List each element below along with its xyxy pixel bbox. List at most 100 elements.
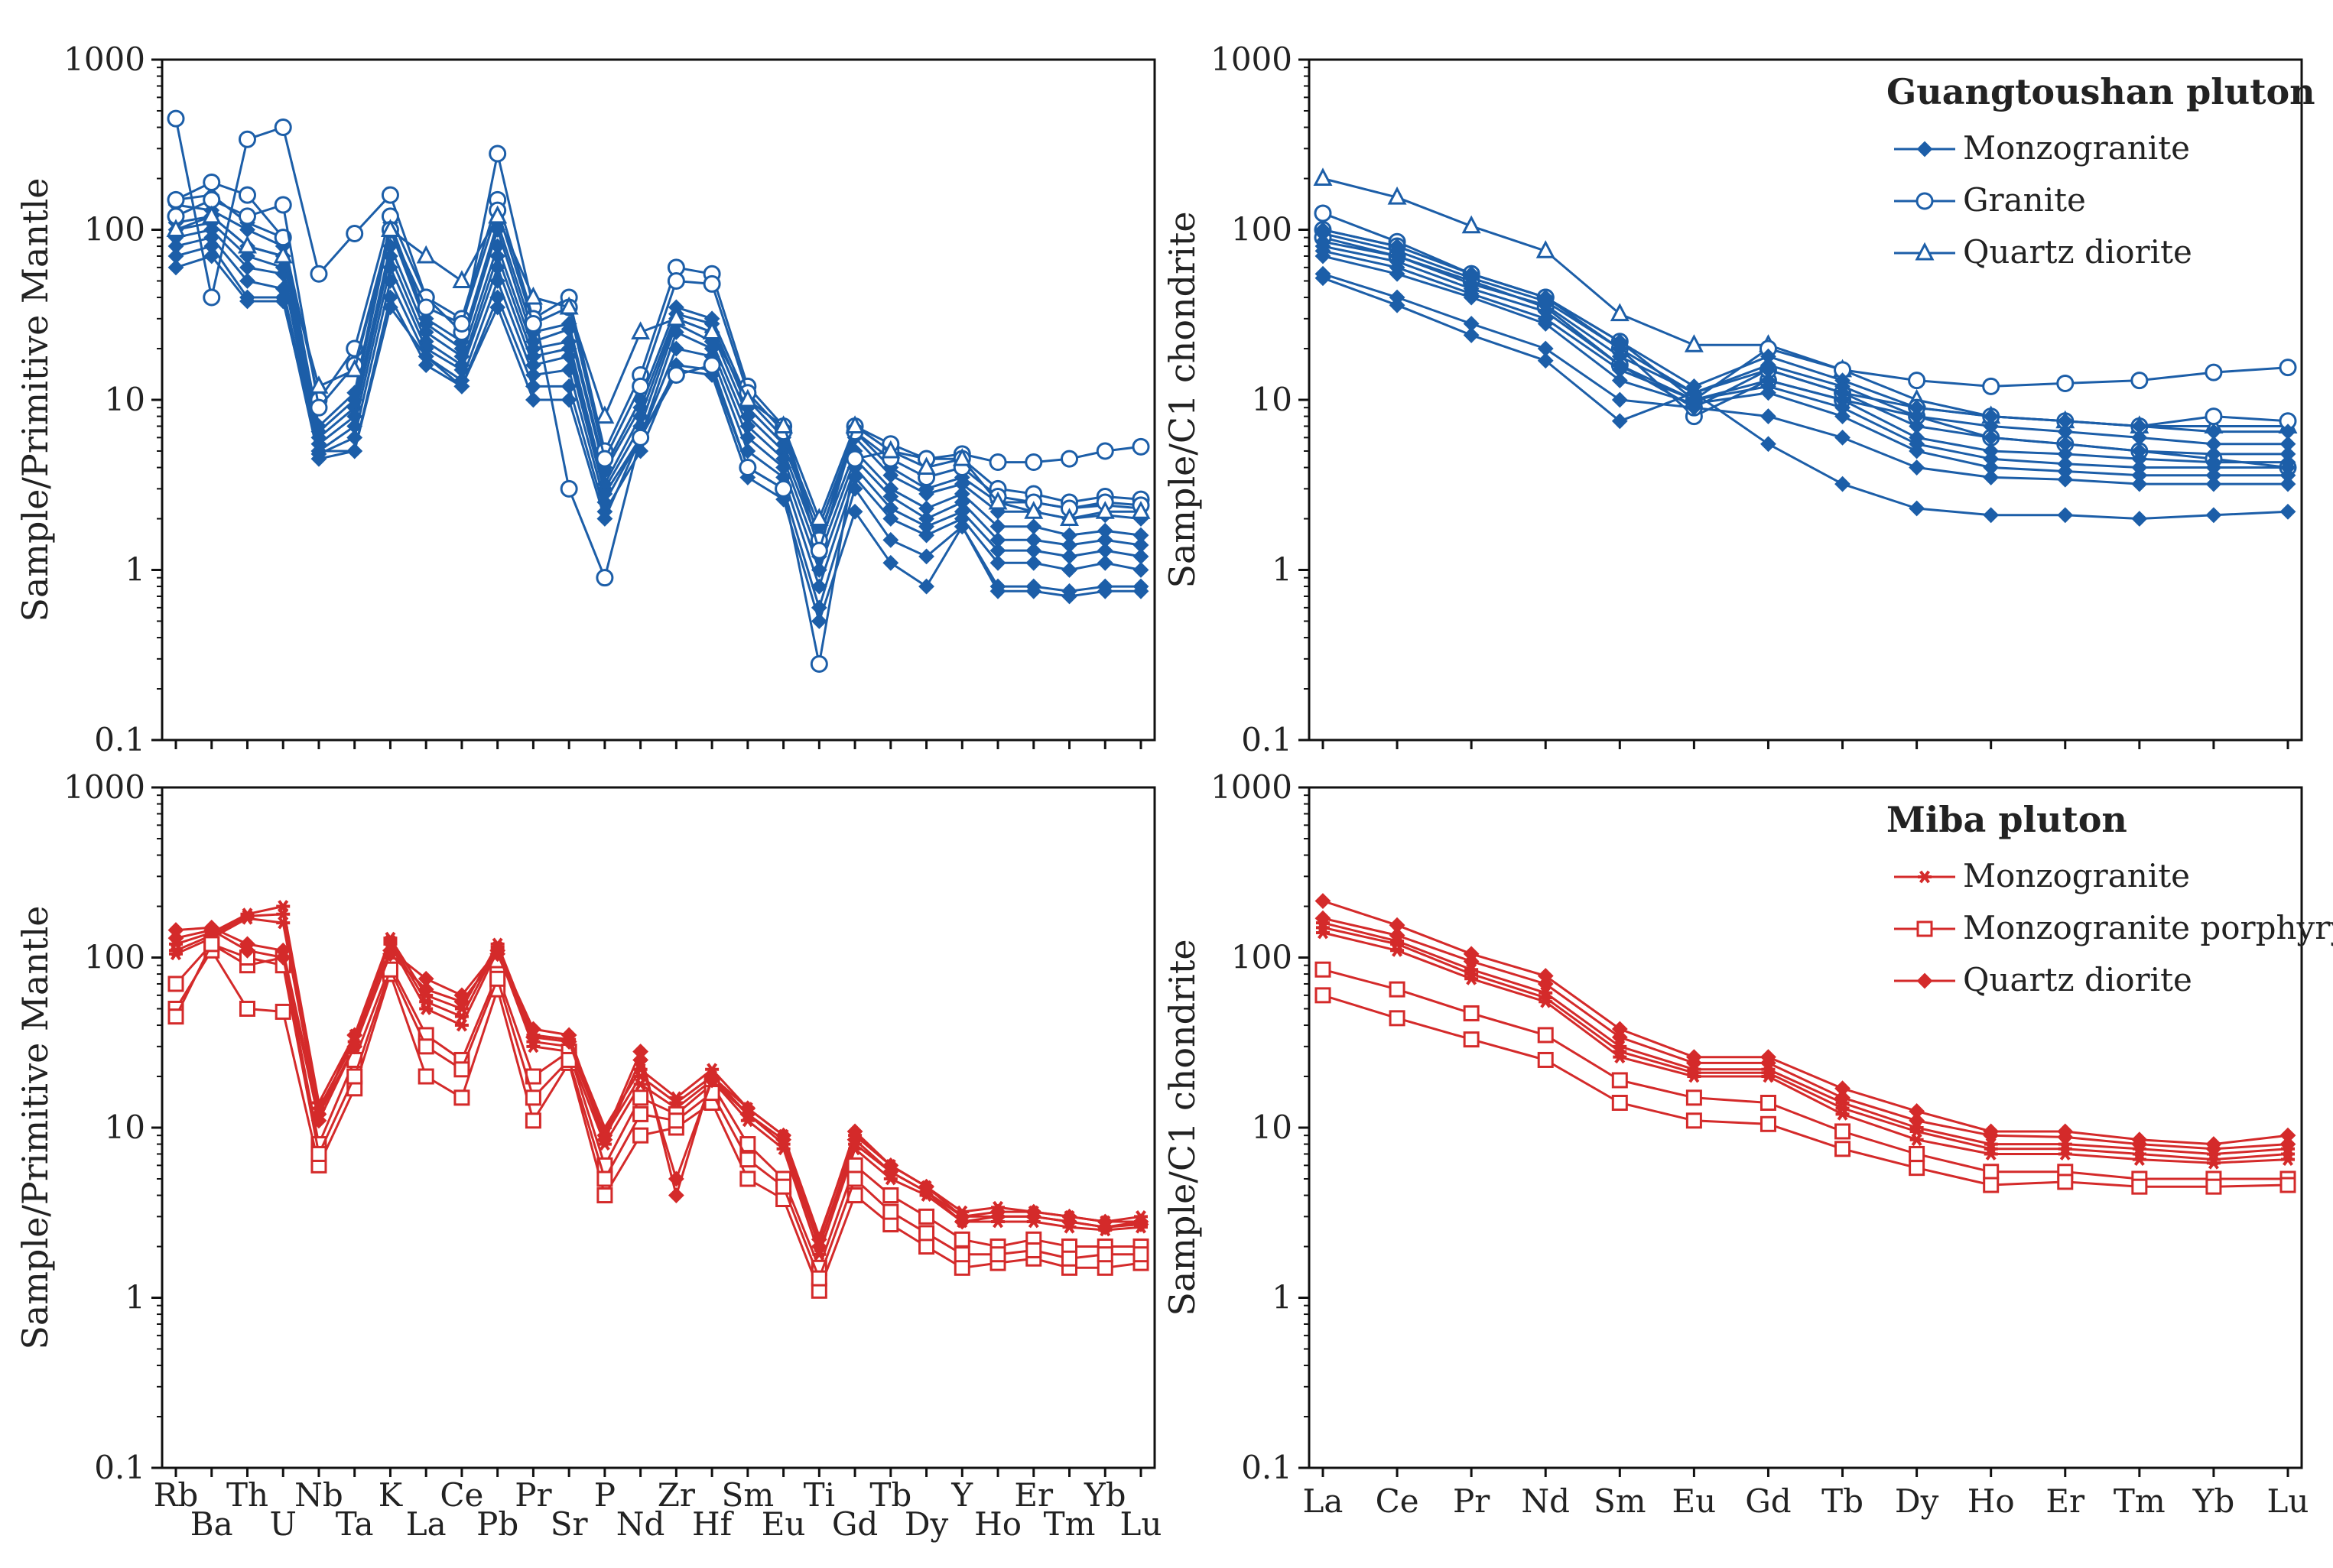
x-category-label: Ce [440, 1476, 483, 1514]
data-point [526, 1040, 541, 1053]
data-point [1684, 334, 1704, 352]
data-point [918, 1225, 935, 1242]
x-category-label: Nb [294, 1476, 343, 1514]
x-category-label: Sm [1594, 1482, 1646, 1520]
x-category-label: Ho [974, 1505, 1022, 1543]
data-point [275, 1003, 291, 1020]
data-point [489, 144, 507, 163]
data-point [561, 1034, 577, 1050]
data-point [1061, 1213, 1077, 1230]
data-point [882, 511, 899, 527]
series-line [1322, 968, 2288, 1180]
x-category-label: La [406, 1505, 447, 1543]
data-point [668, 1170, 684, 1187]
y-tick-label: 10 [105, 381, 145, 418]
data-point [2205, 1178, 2222, 1195]
data-point [1061, 1250, 1078, 1267]
data-point [1390, 943, 1405, 957]
series-line [1322, 245, 2288, 464]
data-point [524, 315, 542, 333]
x-category-label: Zr [658, 1476, 696, 1514]
legend-item-label: Quartz diorite [1963, 233, 2192, 271]
data-point [345, 359, 365, 378]
data-point [489, 946, 506, 963]
data-point [418, 981, 434, 998]
data-point [559, 296, 579, 315]
data-point [882, 554, 899, 571]
series-line [175, 193, 1142, 528]
data-point [1611, 391, 1628, 408]
data-point [276, 916, 291, 930]
legend-item-label: Granite [1963, 181, 2086, 219]
data-point [1061, 588, 1077, 605]
data-point [1096, 442, 1114, 460]
data-point [1389, 981, 1405, 998]
data-point [918, 1238, 935, 1255]
data-point [238, 186, 256, 204]
data-point [703, 274, 721, 293]
data-point [382, 299, 398, 316]
series-line [175, 236, 1142, 588]
data-point [882, 1187, 899, 1204]
data-point [1024, 501, 1044, 519]
data-point [1387, 186, 1407, 205]
data-point [2279, 476, 2296, 492]
data-point [2057, 507, 2074, 524]
data-point [453, 993, 470, 1010]
data-point [2130, 372, 2149, 390]
y-tick-label: 10 [1252, 381, 1292, 418]
data-point [2205, 507, 2222, 524]
series-line [175, 181, 1142, 541]
data-point [632, 1105, 649, 1122]
data-point [346, 443, 363, 459]
data-point [989, 554, 1006, 571]
data-point [203, 288, 221, 307]
data-point [238, 207, 256, 226]
data-point [1095, 501, 1115, 519]
series-line [175, 221, 1142, 558]
data-point [239, 293, 255, 310]
x-category-label: Ce [1376, 1482, 1419, 1520]
data-point [702, 321, 722, 339]
y-tick-label: 1 [1272, 1279, 1292, 1316]
data-point [1611, 372, 1628, 389]
data-point [418, 1038, 434, 1055]
data-point [1389, 265, 1405, 282]
y-tick-label: 1 [125, 1279, 145, 1316]
data-point [523, 286, 543, 305]
data-point [452, 270, 472, 288]
data-point [346, 1038, 363, 1055]
data-point [1685, 385, 1702, 401]
data-point [1061, 548, 1077, 565]
data-point [167, 930, 184, 946]
data-point [1760, 408, 1776, 424]
data-point [202, 205, 222, 224]
data-point [2058, 1148, 2072, 1161]
series-line [1322, 229, 2288, 433]
data-point [416, 245, 436, 264]
data-point [846, 503, 863, 520]
data-point [2279, 1177, 2296, 1193]
data-point [237, 235, 257, 254]
legend-marker [1916, 920, 1933, 937]
x-category-label: Gd [832, 1505, 878, 1543]
data-point [989, 1246, 1006, 1263]
legend-marker [1915, 242, 1935, 261]
data-point [775, 1178, 792, 1195]
x-category-label: Lu [1120, 1505, 1162, 1543]
y-tick-label: 10 [1252, 1109, 1292, 1146]
x-category-label: Rb [154, 1476, 199, 1514]
series-line [175, 913, 1142, 1248]
data-point [954, 1231, 970, 1248]
data-point [1097, 583, 1113, 599]
data-point [488, 205, 508, 224]
data-point [167, 1008, 184, 1025]
data-point [203, 173, 221, 191]
data-point [1537, 1051, 1554, 1068]
series-line [175, 203, 1142, 537]
panel-ree-guangtoushan: 0.1 1 10 100 1000 Sample/C1 chondrite Guangtou… [1162, 41, 2315, 758]
data-point [525, 391, 541, 408]
data-point [560, 479, 578, 498]
data-point [2131, 511, 2148, 527]
data-point [1909, 1133, 1924, 1147]
